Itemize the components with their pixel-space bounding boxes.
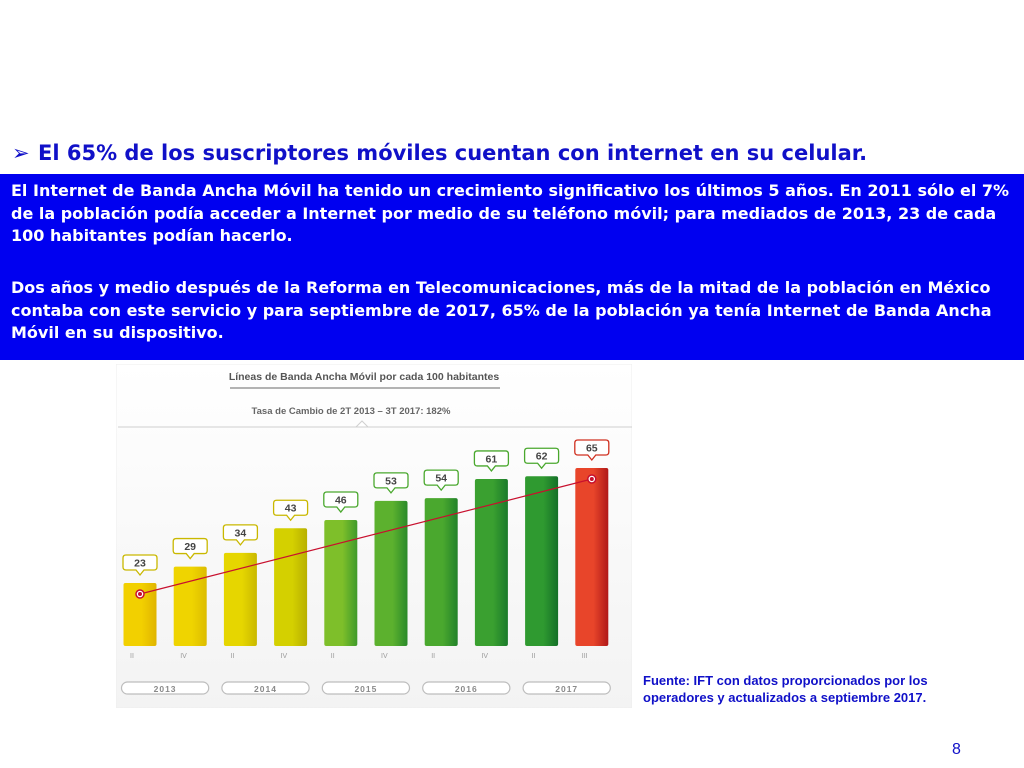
bar-4: [324, 520, 358, 646]
value-callout-0: [122, 554, 158, 577]
year-label-0: 2013: [154, 684, 177, 694]
value-callout-5: [373, 472, 409, 494]
year-pill-3: [422, 681, 511, 695]
year-pill-0: [120, 681, 210, 695]
quarter-label-3: IV: [281, 653, 288, 660]
year-label-3: 2016: [455, 684, 478, 694]
year-label-1: 2014: [254, 684, 277, 694]
page-number: 8: [952, 741, 961, 758]
bar-7: [474, 478, 508, 646]
value-label-3: 43: [285, 503, 297, 515]
summary-paragraph-2: Dos años y medio después de la Reforma e…: [11, 278, 992, 342]
quarter-label-6: II: [431, 653, 435, 660]
bar-3: [274, 528, 308, 646]
bullet-arrow-icon: ➢: [12, 141, 30, 165]
value-label-5: 53: [385, 475, 397, 487]
bar-8: [525, 476, 559, 646]
quarter-label-9: III: [582, 653, 588, 660]
summary-paragraph-1: El Internet de Banda Ancha Móvil ha teni…: [11, 181, 1010, 245]
value-callout-9: [574, 439, 610, 462]
year-pill-2: [321, 681, 411, 695]
value-callout-7: [473, 450, 510, 472]
value-callout-2: [222, 524, 259, 546]
quarter-label-7: IV: [481, 653, 488, 660]
quarter-label-2: II: [230, 653, 234, 660]
quarter-label-4: II: [331, 653, 335, 660]
bar-6: [424, 498, 458, 646]
chart-subtitle: Tasa de Cambio de 2T 2013 – 3T 2017: 182…: [252, 406, 451, 417]
headline: ➢ El 65% de los suscriptores móviles cuen…: [12, 141, 1012, 165]
quarter-label-5: IV: [381, 653, 388, 660]
source-note: Fuente: IFT con datos proporcionados por…: [643, 673, 928, 705]
value-label-4: 46: [335, 495, 347, 507]
year-pill-4: [522, 681, 611, 695]
value-label-6: 54: [435, 473, 447, 485]
value-label-7: 61: [486, 453, 498, 465]
value-callout-8: [523, 447, 560, 470]
bar-9: [575, 468, 609, 646]
headline-text: El 65% de los suscriptores móviles cuent…: [38, 141, 868, 165]
value-label-8: 62: [536, 451, 548, 463]
trend-end-marker-dot: [589, 477, 594, 481]
bar-chart: Líneas de Banda Ancha Móvil por cada 100…: [115, 363, 633, 709]
trend-start-marker-dot: [138, 592, 142, 597]
chart-image: Líneas de Banda Ancha Móvil por cada 100…: [115, 363, 633, 709]
quarter-label-1: IV: [180, 653, 187, 660]
value-label-9: 65: [586, 443, 598, 455]
bar-1: [173, 566, 207, 646]
quarter-label-0: II: [130, 653, 134, 660]
bar-0: [123, 583, 157, 646]
bar-2: [223, 552, 257, 646]
trend-line: [139, 478, 592, 595]
value-callout-1: [172, 537, 208, 560]
value-label-1: 29: [184, 541, 196, 553]
value-callout-4: [323, 491, 359, 514]
value-callout-6: [423, 469, 459, 492]
chart-title: Líneas de Banda Ancha Móvil por cada 100…: [229, 371, 500, 383]
year-label-4: 2017: [555, 684, 578, 694]
summary-box: El Internet de Banda Ancha Móvil ha teni…: [0, 174, 1024, 360]
subtitle-pointer: [354, 420, 370, 428]
value-callout-3: [272, 499, 309, 522]
year-label-2: 2015: [354, 684, 377, 694]
value-label-0: 23: [134, 558, 146, 570]
year-pill-1: [221, 681, 310, 695]
bar-5: [374, 500, 408, 646]
value-label-2: 34: [235, 527, 247, 539]
quarter-label-8: II: [532, 653, 536, 660]
